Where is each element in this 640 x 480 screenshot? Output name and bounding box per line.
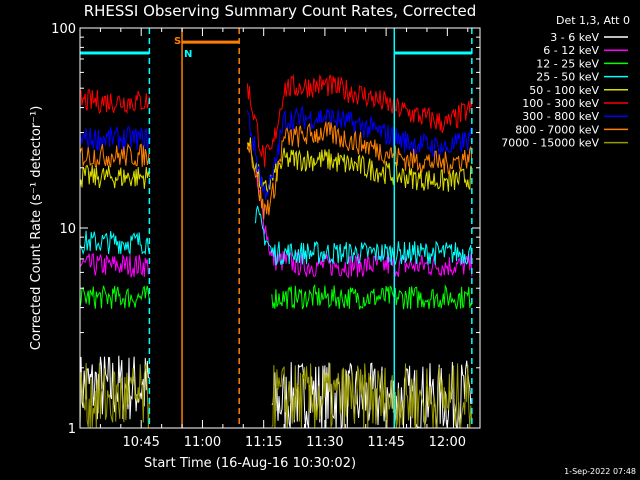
- legend-header: Det 1,3, Att 0: [556, 14, 630, 27]
- legend-label-3-6-kev: 3 - 6 keV: [550, 31, 599, 44]
- legend-label-50-100-kev: 50 - 100 keV: [529, 84, 599, 97]
- y-tick-label: 100: [51, 22, 76, 37]
- series-12-25-kev: [79, 283, 473, 310]
- series-100-300-kev-line-1: [79, 89, 150, 115]
- legend-label-6-12-kev: 6 - 12 keV: [543, 44, 599, 57]
- y-tick-label: 1: [68, 422, 76, 437]
- legend-label-7000-15000-kev: 7000 - 15000 keV: [501, 137, 599, 150]
- marker-layer: [148, 28, 473, 428]
- series-300-800-kev: [79, 105, 473, 201]
- series-100-300-kev: [79, 73, 473, 168]
- series-7000-15000-kev: [79, 362, 473, 429]
- series-50-100-kev-line-2: [246, 137, 473, 194]
- series-12-25-kev-line-1: [79, 285, 150, 309]
- series-25-50-kev-line-1: [79, 230, 150, 256]
- axis-ticks: 10:45 11:00 11:15 11:30 11:45 12:00 1 10 100: [51, 22, 480, 450]
- series-12-25-kev-line-2: [271, 283, 473, 310]
- series-6-12-kev-line-2: [255, 170, 473, 279]
- series-3-6-kev-line-1: [79, 355, 150, 424]
- flag-label-n: N: [184, 49, 192, 60]
- series-50-100-kev: [79, 137, 473, 194]
- timestamp: 1-Sep-2022 07:48: [564, 467, 636, 476]
- x-tick-label: 11:00: [184, 435, 221, 450]
- series-25-50-kev-line-2: [255, 205, 473, 266]
- chart-title: RHESSI Observing Summary Count Rates, Co…: [84, 2, 477, 20]
- y-axis-label: Corrected Count Rate (s⁻¹ detector⁻¹): [29, 106, 44, 351]
- series-6-12-kev-line-1: [80, 253, 150, 278]
- series-800-7000-kev-line-1: [79, 143, 150, 169]
- series-300-800-kev-line-2: [246, 105, 473, 201]
- legend-label-800-7000-kev: 800 - 7000 keV: [515, 123, 599, 136]
- x-tick-label: 11:30: [306, 435, 343, 450]
- legend-label-25-50-kev: 25 - 50 keV: [536, 71, 599, 84]
- series-100-300-kev-line-2: [246, 73, 473, 168]
- x-tick-label: 11:15: [245, 435, 282, 450]
- series-6-12-kev: [80, 170, 473, 279]
- legend-label-100-300-kev: 100 - 300 keV: [522, 97, 599, 110]
- series-300-800-kev-line-1: [79, 126, 150, 152]
- x-tick-label: 12:00: [429, 435, 466, 450]
- series-25-50-kev: [79, 205, 473, 266]
- x-axis-label: Start Time (16-Aug-16 10:30:02): [144, 456, 356, 471]
- x-tick-label: 10:45: [122, 435, 159, 450]
- x-tick-label: 11:45: [367, 435, 404, 450]
- legend-label-12-25-kev: 12 - 25 keV: [536, 57, 599, 70]
- legend-label-300-800-kev: 300 - 800 keV: [522, 110, 599, 123]
- series-50-100-kev-line-1: [79, 164, 150, 189]
- flag-label-s: S: [174, 36, 181, 47]
- y-tick-label: 10: [59, 222, 76, 237]
- series-7000-15000-kev-line-1: [79, 362, 150, 429]
- series-7000-15000-kev-line-2: [271, 363, 473, 429]
- series-800-7000-kev-line-2: [246, 121, 473, 220]
- series-layer: [79, 73, 473, 430]
- flag-layer: SN: [80, 36, 472, 60]
- series-800-7000-kev: [79, 121, 473, 220]
